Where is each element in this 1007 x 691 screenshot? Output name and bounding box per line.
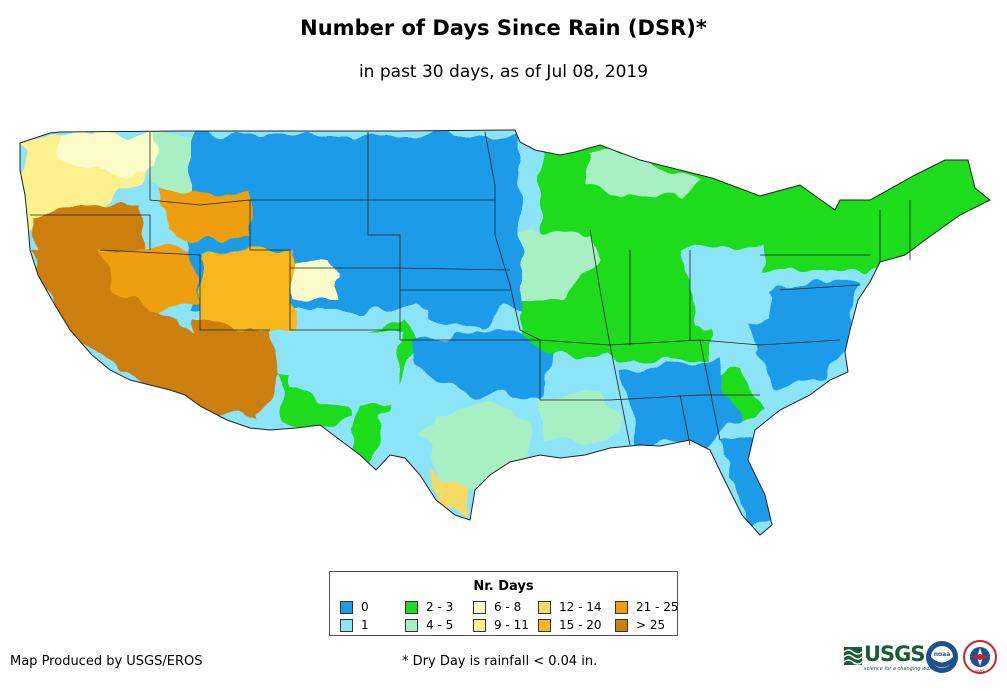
oklahoma-region: [410, 330, 550, 400]
legend-item: 9 - 11: [473, 619, 529, 632]
legend-item: 4 - 5: [405, 619, 453, 632]
legend-swatch: [538, 601, 551, 614]
washington-region: [60, 135, 160, 175]
alabama-region: [620, 360, 740, 445]
iowa-region: [495, 230, 600, 300]
legend-item: 2 - 3: [405, 601, 453, 614]
lake-superior-region: [590, 150, 700, 200]
dry-day-footnote: * Dry Day is rainfall < 0.04 in.: [402, 654, 598, 669]
usgs-tagline: science for a changing world: [864, 666, 936, 672]
usgs-logo-text: USGS: [864, 642, 926, 666]
noaa-logo: noaa: [926, 641, 958, 673]
nws-logo: NWS: [963, 640, 997, 674]
colorado-cream-region: [290, 260, 340, 300]
legend-item: 15 - 20: [538, 619, 602, 632]
legend-item: 6 - 8: [473, 601, 521, 614]
legend-item: > 25: [615, 619, 665, 632]
noaa-logo-text: noaa: [934, 651, 951, 658]
legend-swatch: [538, 619, 551, 632]
legend-item: 12 - 14: [538, 601, 602, 614]
kansas-region: [420, 280, 520, 330]
legend-item: 21 - 25: [615, 601, 679, 614]
legend-swatch: [405, 619, 418, 632]
legend-swatch: [615, 601, 628, 614]
lower-mississippi-region: [540, 390, 620, 445]
map-subtitle: in past 30 days, as of Jul 08, 2019: [358, 62, 649, 82]
oregon-region: [30, 205, 145, 255]
nws-logo-text: NWS: [975, 669, 985, 674]
legend-swatch: [405, 601, 418, 614]
legend: Nr. Days 0 1 2 - 3 4 - 5 6 - 8 9 - 11 12 - 14 1…: [329, 571, 679, 636]
legend-label: 6 - 8: [494, 600, 522, 614]
legend-swatch: [473, 619, 486, 632]
legend-label: 0: [361, 600, 369, 614]
legend-label: 4 - 5: [426, 618, 454, 632]
new-mexico-region: [290, 330, 400, 410]
legend-title: Nr. Days: [473, 579, 534, 594]
arizona-region: [185, 320, 280, 420]
legend-label: 1: [361, 618, 369, 632]
legend-item: 0: [340, 601, 369, 614]
usgs-wave-icon: [844, 647, 862, 665]
legend-swatch: [340, 601, 353, 614]
legend-swatch: [473, 601, 486, 614]
legend-label: 9 - 11: [494, 618, 529, 632]
usgs-logo: USGS science for a changing world: [844, 642, 936, 672]
legend-label: > 25: [636, 618, 666, 632]
map-title: Number of Days Since Rain (DSR)*: [300, 16, 707, 40]
legend-item: 1: [340, 619, 369, 632]
nevada-region: [100, 245, 200, 310]
state-boundaries: [30, 131, 911, 446]
mid-atlantic-region: [750, 280, 860, 390]
legend-label: 12 - 14: [559, 600, 602, 614]
legend-label: 2 - 3: [426, 600, 454, 614]
legend-swatch: [615, 619, 628, 632]
legend-label: 15 - 20: [559, 618, 602, 632]
legend-label: 21 - 25: [636, 600, 679, 614]
legend-swatch: [340, 619, 353, 632]
dsr-regions: [20, 134, 990, 530]
utah-region: [200, 250, 295, 335]
ohio-region: [680, 245, 770, 330]
producer-credit: Map Produced by USGS/EROS: [10, 654, 203, 669]
